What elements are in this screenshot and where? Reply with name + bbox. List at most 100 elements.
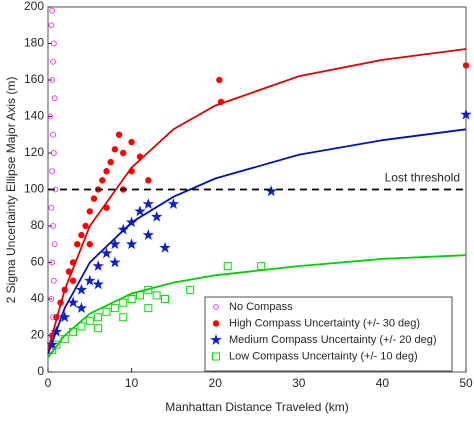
- legend-label: Low Compass Uncertainty (+/- 10 deg): [229, 350, 418, 362]
- point: [49, 77, 56, 83]
- point: [86, 241, 94, 248]
- point: [51, 95, 58, 102]
- y-tick-label: 120: [24, 145, 44, 159]
- legend-marker: [212, 320, 220, 327]
- legend: No Compass High Compass Uncertainty (+/- …: [204, 296, 453, 372]
- point: [152, 291, 161, 300]
- point: [103, 168, 110, 175]
- point: [48, 204, 55, 211]
- point: [47, 113, 54, 120]
- y-tick-label: 180: [24, 36, 44, 50]
- legend-marker: [210, 334, 222, 345]
- y-tick-label: 100: [24, 182, 44, 196]
- y-tick-label: 200: [24, 0, 44, 13]
- point: [75, 283, 88, 295]
- point: [144, 304, 153, 313]
- y-tick-label: 0: [37, 364, 44, 378]
- x-tick-label: 40: [376, 376, 390, 390]
- point: [49, 7, 56, 14]
- point: [115, 131, 123, 138]
- point: [142, 229, 154, 240]
- point: [120, 149, 127, 157]
- fit-curve: [47, 254, 467, 358]
- point: [110, 304, 119, 313]
- point: [159, 241, 171, 253]
- legend-label: Medium Compass Uncertainty (+/- 20 deg): [229, 334, 437, 346]
- point: [145, 177, 152, 184]
- point: [127, 295, 136, 303]
- fit-curve: [47, 48, 467, 351]
- point: [74, 241, 81, 248]
- point: [99, 177, 106, 184]
- point: [85, 316, 94, 325]
- point: [49, 168, 56, 175]
- point: [142, 198, 154, 209]
- x-tick-label: 0: [45, 376, 52, 390]
- point: [50, 58, 56, 65]
- y-tick-label: 80: [31, 218, 45, 232]
- legend-label: No Compass: [229, 301, 293, 313]
- point: [151, 210, 163, 222]
- legend-label: High Compass Uncertainty (+/- 30 deg): [229, 317, 420, 329]
- point: [186, 285, 195, 294]
- x-tick-label: 50: [459, 376, 473, 390]
- point: [117, 223, 129, 235]
- point: [92, 278, 104, 290]
- point: [109, 238, 121, 250]
- point: [94, 313, 103, 322]
- point: [50, 131, 56, 138]
- y-tick-label: 40: [31, 291, 45, 305]
- point: [92, 260, 104, 271]
- point: [161, 295, 170, 303]
- legend-marker: [212, 352, 220, 361]
- point: [78, 231, 85, 239]
- point: [77, 322, 86, 331]
- series: [47, 7, 59, 354]
- point: [134, 205, 146, 217]
- point: [51, 241, 58, 248]
- x-axis-label: Manhattan Distance Traveled (km): [165, 400, 348, 414]
- point: [460, 108, 472, 120]
- point: [50, 314, 56, 321]
- point: [119, 313, 128, 322]
- point: [128, 138, 135, 146]
- point: [111, 146, 119, 153]
- point: [125, 238, 138, 250]
- point: [84, 274, 96, 286]
- x-tick-label: 20: [209, 376, 223, 390]
- y-tick-label: 140: [24, 109, 44, 123]
- point: [49, 259, 56, 266]
- legend-box: [204, 296, 453, 372]
- fit-curve: [47, 128, 467, 355]
- point: [50, 277, 57, 284]
- point: [265, 185, 277, 197]
- point: [48, 296, 55, 302]
- point: [50, 150, 57, 156]
- y-axis-label: 2 Sigma Uncertainty Ellipse Major Axis (…: [4, 77, 18, 304]
- point: [109, 256, 121, 268]
- point: [67, 296, 79, 308]
- point: [59, 311, 71, 323]
- x-tick-label: 10: [125, 376, 139, 390]
- point: [94, 324, 103, 333]
- point: [75, 302, 88, 313]
- point: [216, 76, 223, 84]
- point: [107, 158, 114, 166]
- y-tick-label: 160: [24, 72, 44, 86]
- point: [119, 298, 128, 307]
- point: [82, 222, 89, 230]
- legend-marker: [213, 304, 219, 310]
- x-tick-label: 30: [292, 376, 306, 390]
- point: [462, 62, 470, 69]
- y-tick-label: 20: [31, 328, 45, 342]
- point: [90, 195, 98, 202]
- point: [48, 22, 55, 29]
- point: [86, 208, 94, 215]
- point: [167, 198, 180, 209]
- point: [50, 40, 57, 47]
- point: [50, 223, 56, 229]
- threshold-label: Lost threshold: [385, 171, 460, 185]
- point: [102, 307, 111, 316]
- y-tick-label: 60: [31, 255, 45, 269]
